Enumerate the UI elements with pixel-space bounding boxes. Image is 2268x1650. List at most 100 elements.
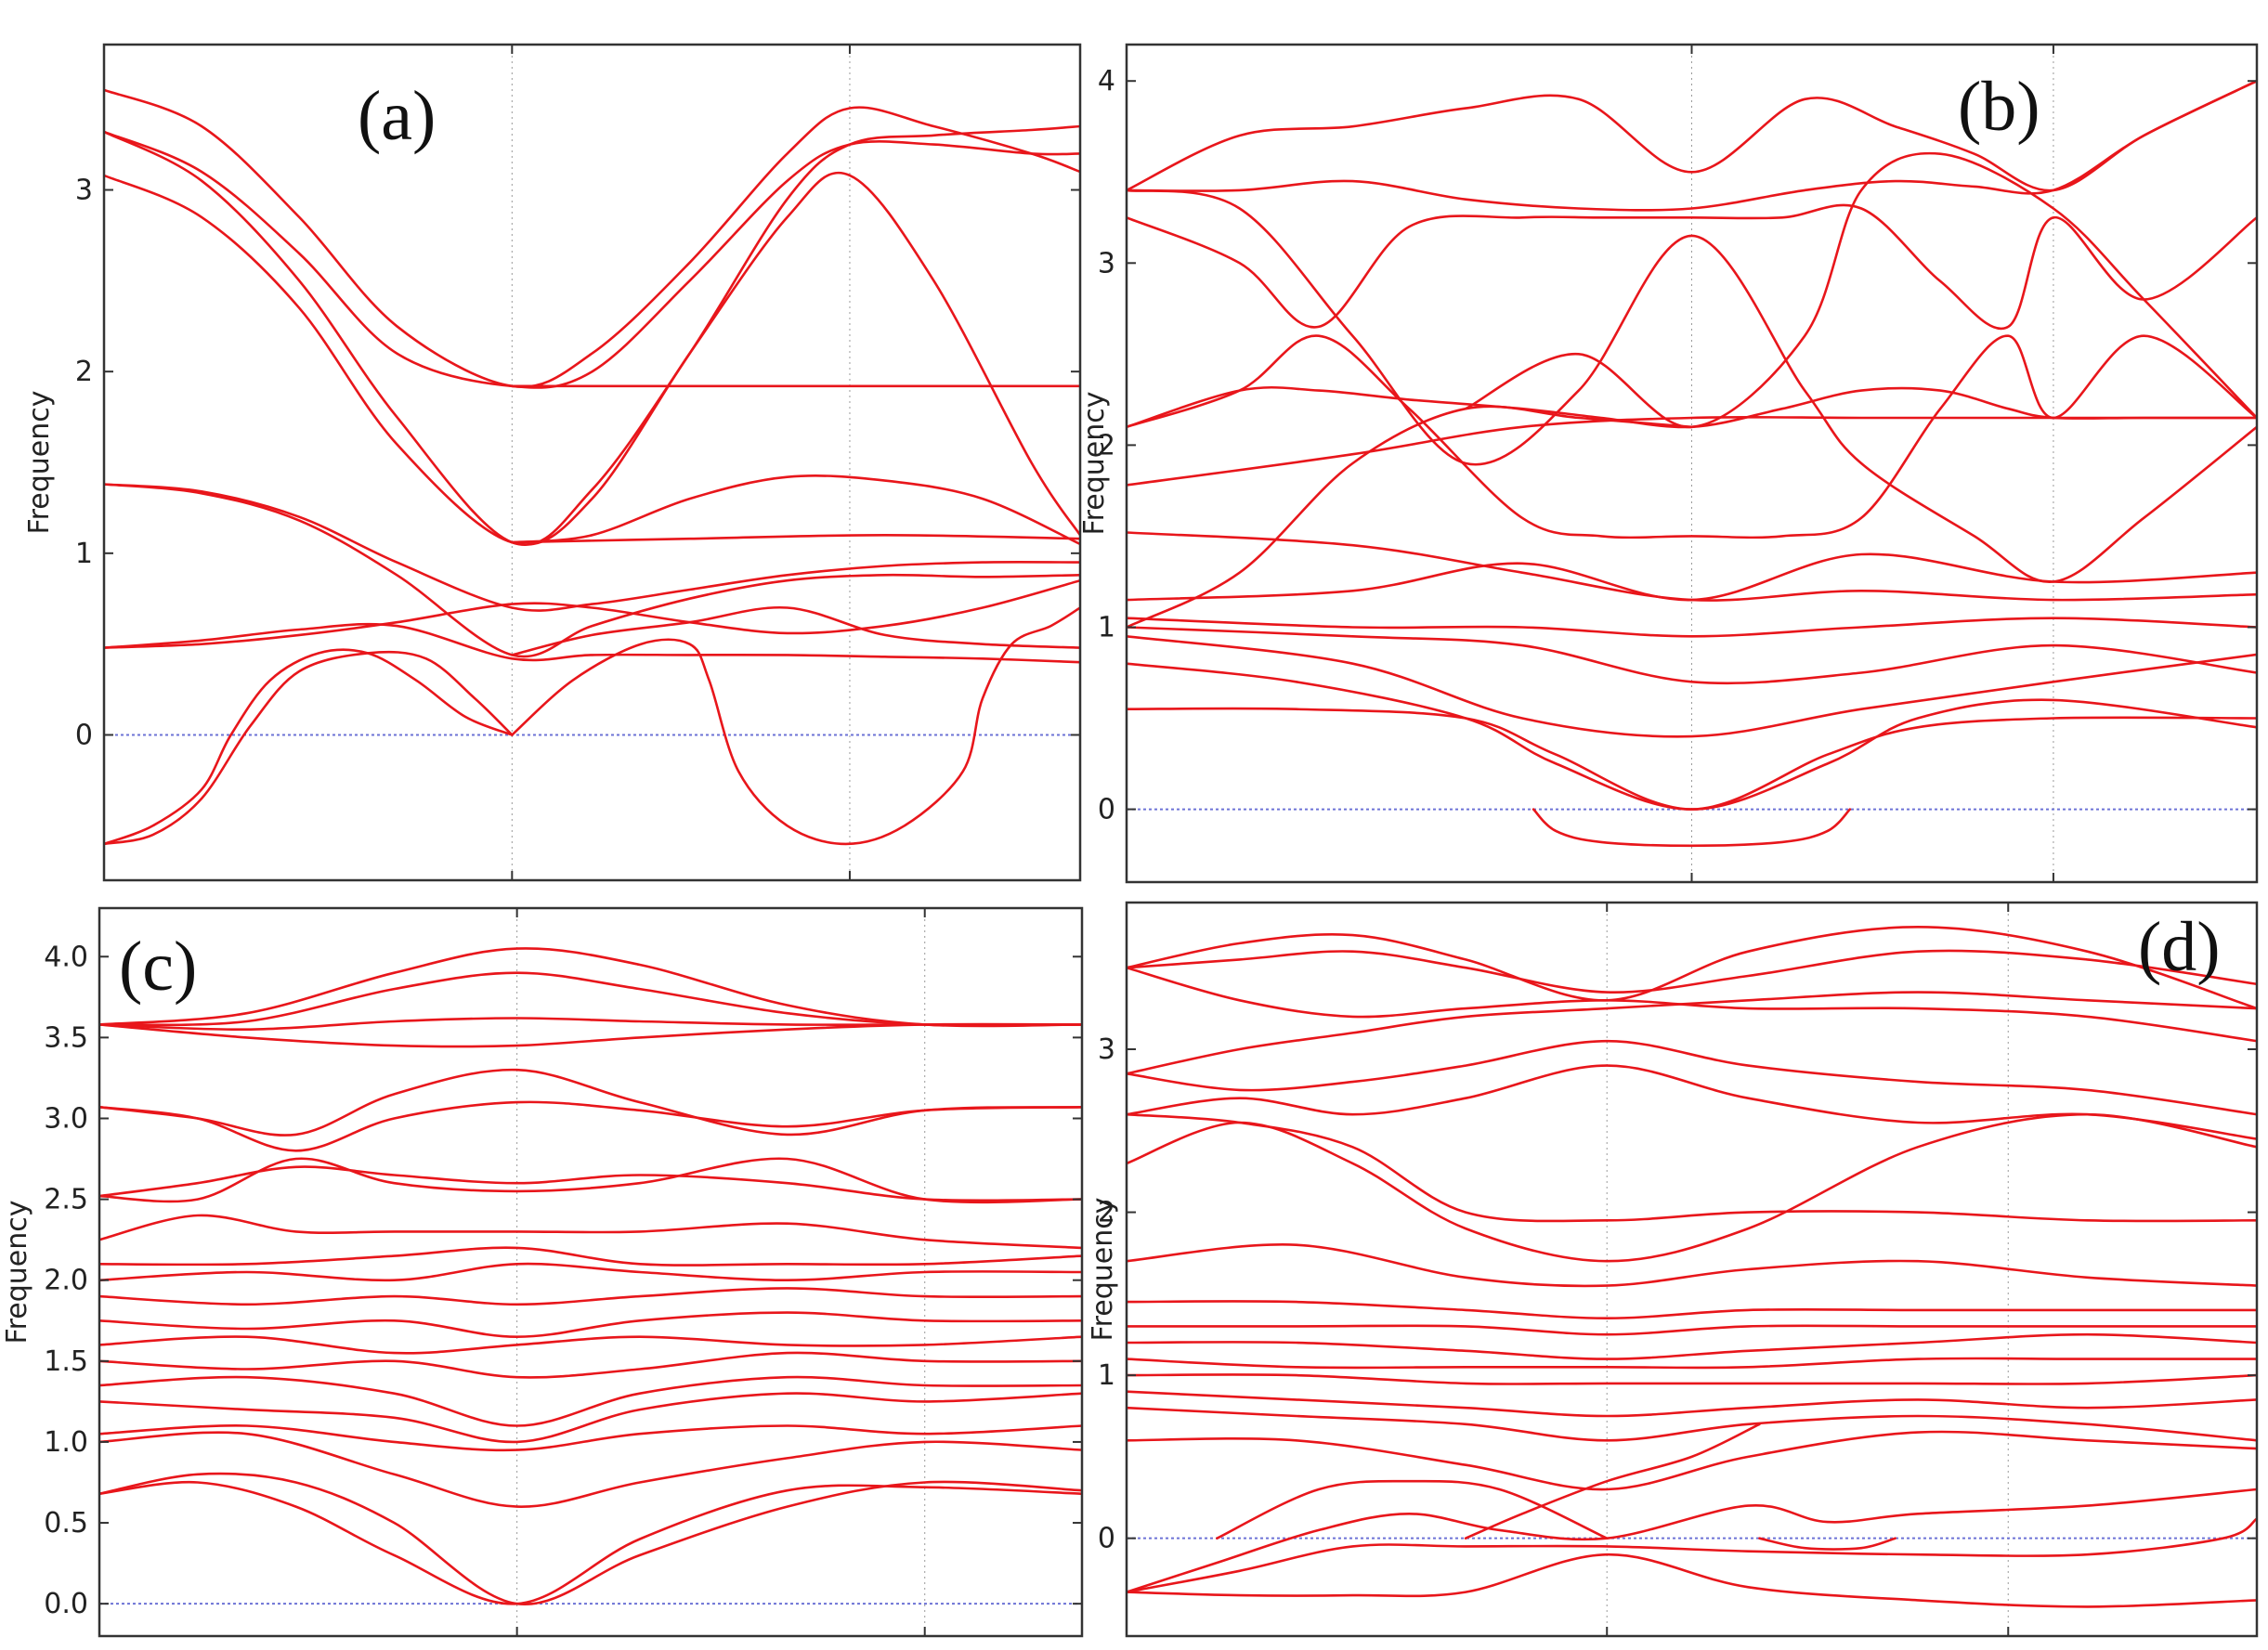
y-tick-label: 2.5 [44,1184,88,1216]
panel-label: (a) [358,77,436,155]
y-tick-label: 2.0 [44,1265,88,1297]
y-tick-label: 0 [75,719,93,751]
series-line [99,1022,1082,1048]
series-line [1127,1300,2257,1319]
series-line [99,1246,1082,1267]
series-line [1127,405,1693,629]
series-line [104,171,1080,546]
series-line [1127,1373,2257,1385]
plot-frame [98,906,1084,1638]
series-line [1127,966,2257,1043]
series-line [99,1262,1082,1282]
y-tick-label: 2 [1098,1197,1115,1229]
y-tick-label: 0 [1098,1523,1115,1555]
y-tick-label: 1.5 [44,1345,88,1378]
series-line [1127,1243,2257,1288]
series-line [104,578,1080,649]
series-line [99,947,1082,1028]
series-line [1127,949,2257,994]
series-line [1464,151,2257,429]
series-line [1127,1488,2257,1593]
y-tick-label: 3 [1098,247,1115,279]
series-line [104,124,1080,547]
series-line [1127,385,2257,429]
y-tick-label: 4 [1098,65,1115,97]
panel-d: 0 1 2 3 Frequency (d) [1087,901,2259,1638]
series-line [99,1351,1082,1379]
y-tick-label: 0 [1098,794,1115,826]
panel-label: (d) [2138,908,2221,986]
series-line [99,1287,1082,1306]
y-tick-label: 2 [1098,429,1115,461]
series-line [99,1157,1082,1204]
series-line [104,483,1080,658]
series-line [1127,1332,2257,1360]
series-line [1127,203,2257,331]
bands [1127,79,2257,848]
series-line [1127,1517,2257,1593]
y-tick-label: 0.5 [44,1507,88,1540]
series-line [99,1472,1082,1606]
series-line [99,1214,1082,1250]
series-line [104,130,1080,389]
y-tick-label: 1 [1098,611,1115,643]
series-line [1127,552,2257,602]
plot-frame [1125,43,2259,884]
series-line [104,648,514,846]
series-line [99,1068,1082,1137]
series-line [1127,1553,2257,1608]
series-line [99,1480,1082,1605]
y-tick-label: 4.0 [44,941,88,973]
series-line [1127,1430,2257,1491]
panel-label: (b) [1958,68,2040,146]
series-line [99,1165,1082,1202]
series-line [1127,1390,2257,1418]
series-line [1127,79,2257,212]
y-tick-label: 1 [1098,1359,1115,1392]
series-line [1532,808,1852,848]
panel-a: 0 1 2 3 Frequency (a) [23,43,1082,882]
series-line [99,1375,1082,1427]
series-line [99,1424,1082,1452]
series-line [1758,1537,1897,1551]
bands [99,947,1082,1606]
series-line [1127,662,2257,811]
plot-frame [1125,901,2259,1638]
series-line [104,622,1080,664]
series-line [511,605,1080,656]
series-line [1127,1112,2257,1223]
series-line [99,1335,1082,1355]
series-line [104,483,1080,612]
series-line [1127,635,2257,738]
series-line [1127,617,2257,638]
y-tick-label: 3 [75,175,93,207]
y-axis-title: Frequency [23,391,56,535]
series-line [1464,1423,1761,1540]
y-tick-label: 1.0 [44,1426,88,1459]
series-line [1127,1324,2257,1336]
series-line [1127,1406,2257,1442]
y-axis-title: Frequency [1078,392,1111,536]
y-tick-label: 3.5 [44,1021,88,1054]
series-line [1216,1479,1609,1540]
series-line [511,474,1080,546]
y-axis-title: Frequency [1087,1198,1119,1342]
series-line [1127,626,2257,685]
bands [104,88,1080,846]
series-line [99,971,1082,1027]
bands [1127,926,2257,1608]
series-line [1127,926,2257,1010]
series-line [1127,1064,2257,1140]
series-line [511,606,1080,846]
y-tick-label: 1 [75,538,93,570]
series-line [99,1311,1082,1338]
series-line [104,650,514,846]
y-axis-title: Frequency [1,1201,33,1345]
series-line [1127,531,2257,602]
series-line [99,1392,1082,1444]
series-line [1127,1039,2257,1116]
y-tick-label: 3.0 [44,1102,88,1135]
series-line [511,534,1080,544]
plot-frame [102,43,1082,882]
